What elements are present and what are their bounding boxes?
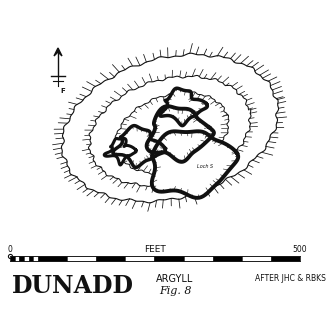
Polygon shape xyxy=(67,256,96,261)
Polygon shape xyxy=(38,256,67,261)
Polygon shape xyxy=(29,256,34,261)
Text: Loch S: Loch S xyxy=(197,163,213,169)
Text: DUNADD: DUNADD xyxy=(12,274,134,298)
Polygon shape xyxy=(213,256,242,261)
Polygon shape xyxy=(19,256,24,261)
Polygon shape xyxy=(54,48,62,56)
Polygon shape xyxy=(10,256,15,261)
Polygon shape xyxy=(152,131,238,198)
Polygon shape xyxy=(125,256,154,261)
Text: Fig. 8: Fig. 8 xyxy=(159,286,191,296)
Text: F: F xyxy=(60,88,65,94)
Text: 500: 500 xyxy=(293,246,307,255)
Text: ARGYLL: ARGYLL xyxy=(156,274,194,284)
Polygon shape xyxy=(154,256,184,261)
Polygon shape xyxy=(184,256,213,261)
Polygon shape xyxy=(147,106,214,162)
Polygon shape xyxy=(34,256,38,261)
Polygon shape xyxy=(271,256,300,261)
Polygon shape xyxy=(113,126,165,168)
Polygon shape xyxy=(15,256,19,261)
Polygon shape xyxy=(24,256,29,261)
Polygon shape xyxy=(242,256,271,261)
Text: FEET: FEET xyxy=(144,245,166,254)
Polygon shape xyxy=(160,88,207,126)
Polygon shape xyxy=(96,256,125,261)
Polygon shape xyxy=(104,138,136,165)
Text: 0: 0 xyxy=(8,246,12,255)
Text: AFTER JHC & RBKS: AFTER JHC & RBKS xyxy=(255,274,325,283)
